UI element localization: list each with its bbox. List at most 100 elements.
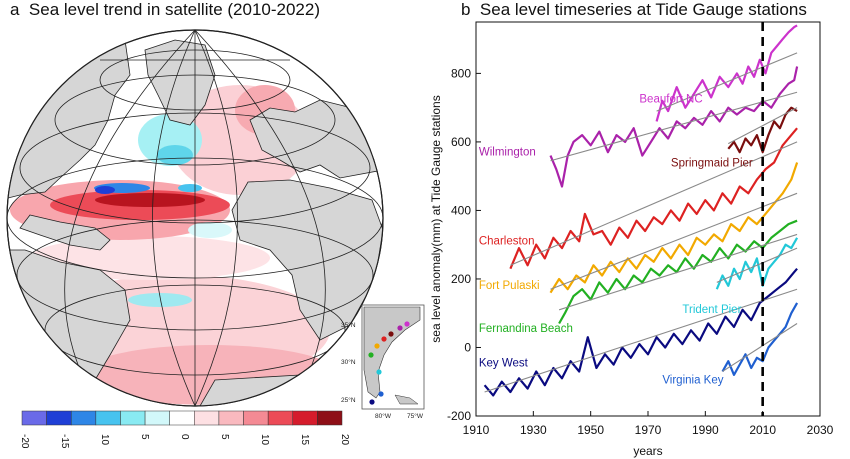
colorbar-tick-label: 20: [339, 434, 350, 446]
ocean-anomaly-negative-3: [178, 184, 202, 192]
inset-station-dot: [388, 331, 394, 337]
colorbar-swatch: [21, 410, 47, 426]
inset-lon-label-80w: 80°W: [375, 412, 392, 420]
panel-a-title-text: Sea level trend in satellite (2010-2022): [28, 0, 320, 19]
inset-station-dot: [376, 369, 382, 375]
colorbar-swatch: [120, 410, 146, 426]
colorbar-swatch: [46, 410, 72, 426]
inset-station-dot: [374, 343, 380, 349]
series-label: Fort Pulaski: [479, 280, 540, 292]
series-line: [715, 237, 799, 290]
series-label: Charleston: [479, 236, 535, 248]
ocean-anomaly-south-blue: [128, 293, 192, 307]
trend-line: [510, 141, 798, 266]
series-line: [549, 162, 799, 294]
inset-station-dot: [404, 321, 410, 327]
land-europe: [249, 99, 383, 179]
colorbar-tick-label: 15: [299, 434, 310, 446]
colorbar-swatch: [144, 410, 170, 426]
inset-land-florida: [363, 306, 421, 399]
series-line: [483, 267, 798, 397]
colorbar: -20 -15 10 5 0 5 10 15 20: [19, 410, 350, 449]
series-label: Key West: [479, 357, 529, 369]
inset-station-dot: [397, 325, 403, 331]
trend-line: [550, 192, 798, 290]
inset-land-cuba: [394, 394, 419, 405]
series-label: Wilmington: [479, 147, 536, 159]
colorbar-swatch: [267, 410, 294, 426]
colorbar-swatch: [317, 410, 343, 426]
x-tick-label: 1950: [577, 423, 604, 437]
colorbar-tick-label: -15: [59, 434, 70, 449]
timeseries-chart: 1910 1930 1950 1970 1990 2010 2030 -200 0 200 400 6…: [429, 21, 834, 458]
globe-map: [6, 29, 384, 407]
inset-station-dot: [368, 352, 374, 358]
colorbar-swatch: [169, 410, 195, 426]
inset-stations: [368, 321, 410, 405]
panel-b-title: b Sea level timeseries at Tide Gauge sta…: [461, 0, 807, 20]
inset-station-dot: [369, 399, 375, 405]
colorbar-swatch: [95, 410, 121, 426]
series-line: [655, 24, 798, 122]
colorbar-tick-label: 0: [179, 434, 190, 440]
y-tick-label: -200: [447, 409, 471, 423]
series-line: [721, 302, 799, 376]
colorbar-swatch: [194, 410, 220, 426]
ocean-anomaly-negative-2: [95, 186, 115, 194]
colorbar-tick-label: 10: [99, 434, 110, 446]
colorbar-swatch: [70, 410, 97, 426]
y-tick-label: 0: [464, 340, 471, 354]
land-africa: [231, 179, 383, 341]
colorbar-swatch: [218, 410, 244, 426]
panel-b-label: b: [461, 0, 471, 19]
inset-map: 35°N 30°N 25°N 80°W 75°W: [341, 304, 425, 420]
series-layer: [483, 22, 799, 416]
colorbar-tick-label: -20: [19, 434, 30, 449]
inset-lat-label-30: 30°N: [341, 358, 356, 366]
x-tick-label: 2010: [749, 423, 776, 437]
colorbar-tick-label: 5: [219, 434, 230, 440]
trend-line: [484, 288, 798, 393]
ocean-anomaly-tropics-blue: [188, 222, 232, 238]
x-tick-label: 1930: [520, 423, 547, 437]
y-tick-label: 400: [451, 203, 471, 217]
series-label: Fernandina Beach: [479, 323, 573, 335]
panel-a-title: a Sea level trend in satellite (2010-202…: [10, 0, 320, 20]
inset-lat-label-25: 25°N: [341, 396, 356, 404]
colorbar-swatch: [243, 410, 269, 426]
colorbar-tick-label: 10: [259, 434, 270, 446]
trend-line: [656, 52, 798, 112]
trend-line: [728, 107, 798, 145]
graticule: [7, 30, 383, 406]
x-tick-label: 1910: [463, 423, 490, 437]
land-greenland: [144, 39, 216, 126]
inset-station-dot: [378, 391, 384, 397]
series-line: [727, 106, 798, 154]
y-axis-label: sea level anomaly(mm) at Tide Gauge stat…: [429, 95, 443, 342]
trend-line: [716, 247, 798, 283]
series-label: Springmaid Pier: [671, 158, 753, 170]
x-tick-label: 1990: [692, 423, 719, 437]
y-tick-label: 800: [451, 66, 471, 80]
series-label: Beaufort NC: [639, 94, 702, 106]
colorbar-swatch: [292, 410, 318, 426]
inset-station-dot: [381, 336, 387, 342]
colorbar-tick-label: 5: [139, 434, 150, 440]
trend-line: [722, 323, 798, 372]
ocean-anomaly-gulfstream-max: [95, 193, 205, 207]
x-tick-label: 2030: [807, 423, 834, 437]
series-label: Virginia Key: [662, 374, 723, 386]
y-tick-label: 200: [451, 272, 471, 286]
axes: 1910 1930 1950 1970 1990 2010 2030 -200 0 200 400 6…: [447, 66, 834, 437]
series-label: Trident Pier: [682, 304, 741, 316]
y-tick-label: 600: [451, 135, 471, 149]
series-labels: Beaufort NC Wilmington Springmaid Pier Char…: [479, 94, 753, 387]
trend-line: [558, 233, 798, 311]
inset-lat-label-35: 35°N: [341, 321, 356, 329]
ocean-anomaly-labrador-core: [157, 145, 193, 165]
land-caribbean: [19, 214, 111, 251]
x-axis-label: years: [633, 444, 662, 458]
x-tick-label: 1970: [635, 423, 662, 437]
trend-line: [550, 91, 798, 162]
